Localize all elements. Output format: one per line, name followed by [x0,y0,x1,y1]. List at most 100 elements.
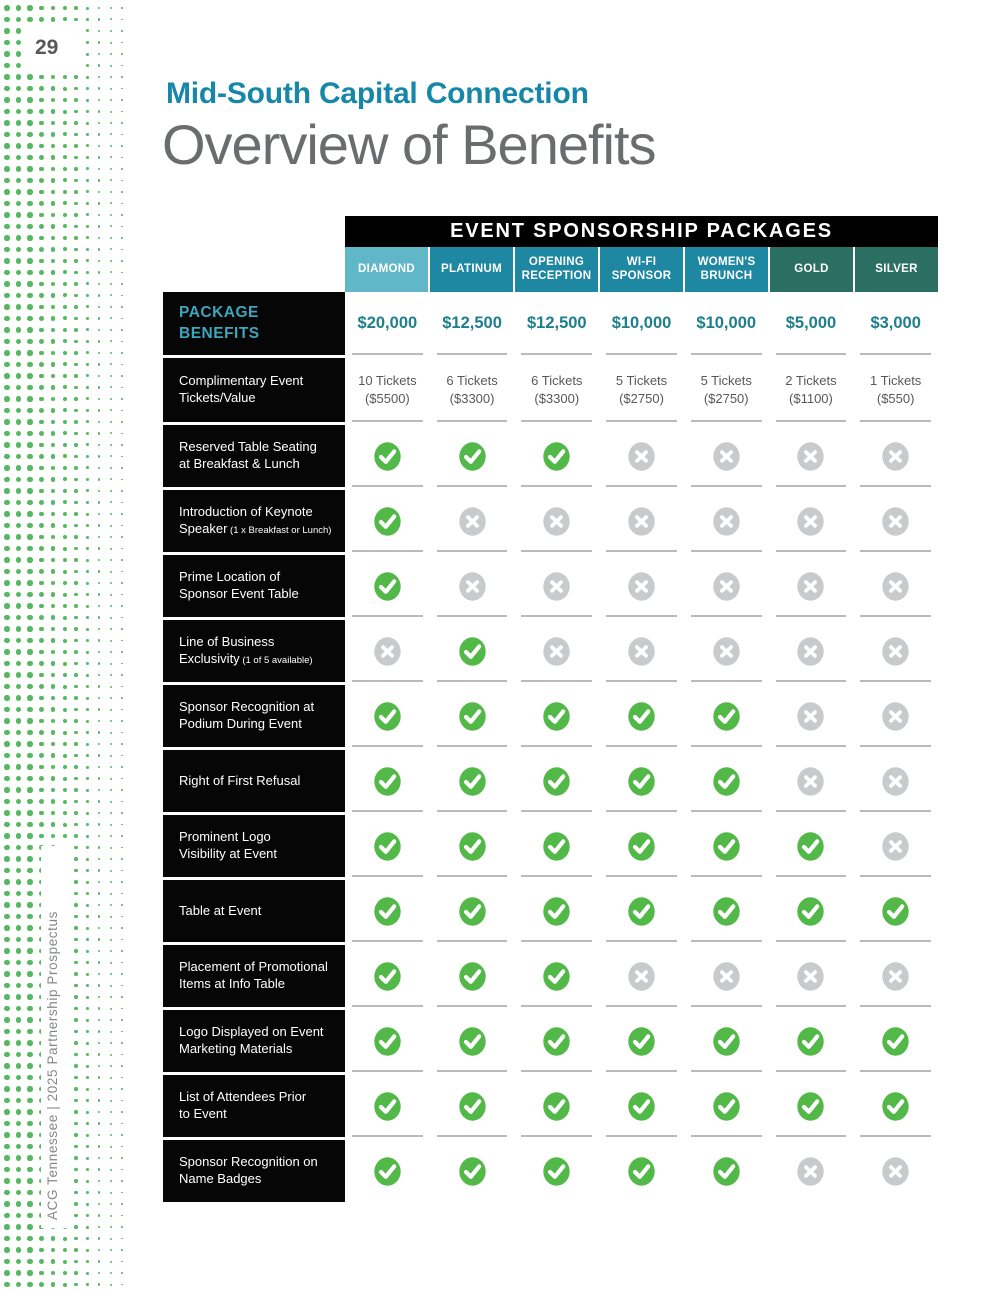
dot [109,547,112,550]
dot [27,1155,33,1161]
dot [27,223,33,230]
page-number-backdrop [22,26,82,68]
check-icon [713,1091,740,1121]
x-icon [797,636,825,666]
dot [27,752,33,759]
dot [15,430,22,437]
dot [109,674,112,677]
dot [50,166,56,172]
dot [109,397,112,400]
benefit-granted-cell [430,1140,515,1202]
dot [109,996,112,999]
dot [86,213,90,217]
dot [97,869,101,872]
dot [27,637,33,644]
dot [15,1040,22,1046]
dot [4,1212,10,1219]
dot [74,1259,78,1264]
dot [39,500,44,505]
dot [15,28,22,34]
dot [74,880,78,884]
check-icon [374,1091,401,1121]
dot [97,64,101,67]
dot [15,396,22,402]
dot [15,787,22,793]
check-icon [628,831,655,861]
dot [86,742,90,746]
benefit-granted-cell [430,815,515,877]
dot [86,293,90,297]
dot [39,649,44,655]
dot [74,316,78,321]
dot [97,650,101,654]
x-icon [543,636,570,666]
dot [50,1259,56,1264]
dot [74,443,78,447]
dot [62,235,67,240]
dot [121,1065,123,1067]
dot [86,259,90,263]
dot [109,271,112,274]
dot [27,315,33,322]
dot [109,823,112,826]
dot [62,511,67,516]
dot [74,121,78,125]
dot [97,1179,101,1183]
dot [121,1214,123,1217]
dot [62,661,67,666]
dot [39,143,44,149]
dot [97,512,101,516]
table-row: Right of First Refusal [163,750,938,812]
dot [15,62,22,69]
dot [4,775,10,782]
dot [121,432,123,435]
benefit-denied-cell [853,555,938,617]
benefit-granted-cell [430,620,515,682]
dot [62,684,67,689]
dot [62,121,67,126]
column-header-label: OPENING RECEPTION [521,255,592,282]
dot [4,1270,10,1276]
dot [109,961,112,964]
dot [97,938,101,941]
dot [4,867,10,874]
dot [4,269,10,276]
benefit-denied-cell [853,1140,938,1202]
dot [121,7,123,9]
dot [50,1236,56,1241]
dot [86,616,90,620]
dot [97,834,101,838]
dot [62,442,67,447]
dot [4,212,10,218]
x-icon [713,441,740,471]
dot [39,477,44,482]
dot [86,443,90,447]
benefit-denied-cell [769,425,854,487]
dot [62,109,67,114]
dot [74,719,78,723]
dot [74,466,78,470]
dot [97,213,101,217]
benefit-granted-cell [345,555,430,617]
check-icon [374,701,401,731]
dot [86,892,90,896]
dot [74,696,78,700]
column-header-women-s-brunch: WOMEN'S BRUNCH [685,247,768,292]
dot [86,604,90,608]
dot [74,98,78,102]
dot [27,925,33,931]
x-icon [628,441,655,471]
dot [74,684,78,689]
dot [62,673,67,678]
benefit-granted-cell [599,1075,684,1137]
dot [86,639,90,643]
dot [121,41,123,44]
dot [74,1029,78,1034]
benefit-granted-cell [684,1075,769,1137]
dot [74,914,78,919]
dot [97,949,101,953]
dot [15,1224,22,1230]
dot [27,1120,33,1127]
dot [121,720,123,722]
dot [109,1122,112,1125]
